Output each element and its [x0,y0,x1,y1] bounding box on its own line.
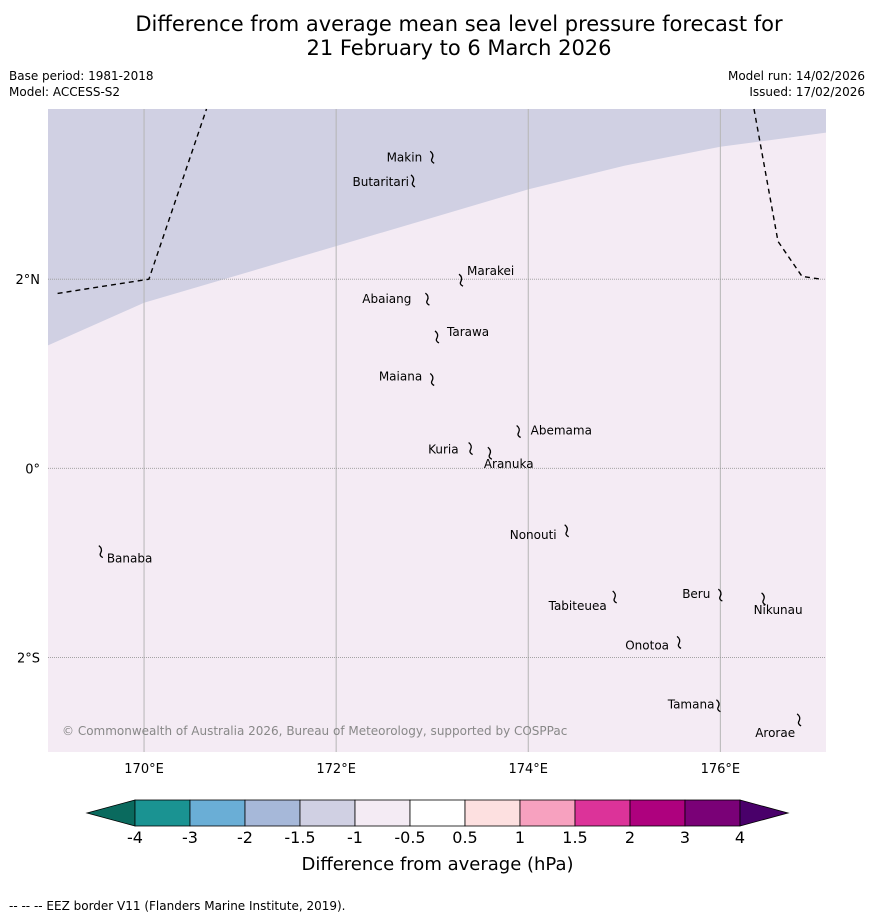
island-outline [98,545,104,559]
place-label: Kuria [428,443,459,457]
place-label: Abaiang [362,292,411,306]
colorbar-swatch [354,799,411,827]
colorbar-label: Difference from average (hPa) [301,854,574,875]
place-label: Tabiteuea [548,599,607,613]
place-label: Tarawa [446,325,489,339]
place-label: Abemama [531,424,592,438]
copyright-notice: © Commonwealth of Australia 2026, Bureau… [62,724,568,738]
colorbar-swatch [409,799,466,827]
model-run: Model run: 14/02/2026 [727,69,865,83]
colorbar-tick-label: 1 [514,828,526,847]
map-layer: 170°E 172°E 174°E 176°E 2°N 0° 2°S Makin Butarit… [16,108,826,777]
island-outline [761,592,766,606]
island-outline [612,590,618,604]
island-outline [564,524,569,538]
place-label: Arorae [755,726,795,740]
colorbar-tick-label: -3 [182,828,198,847]
meta-left: Base period: 1981-2018 Model: ACCESS-S2 [9,68,154,100]
island-outline [429,150,435,164]
place-label: Makin [387,150,423,164]
colorbar-extend-high [739,799,790,827]
lon-tick-label: 170°E [124,762,164,777]
colorbar-swatch [629,799,686,827]
island-outline [424,292,430,306]
meta-right: Model run: 14/02/2026 Issued: 17/02/2026 [728,68,865,100]
colorbar-tick-label: 2 [624,828,636,847]
colorbar-tick-label: -2 [237,828,253,847]
place-label: Nonouti [510,528,557,542]
title-line-2: 21 February to 6 March 2026 [306,36,612,60]
place-label: Banaba [107,552,153,566]
colorbar-tick-label: 1.5 [562,828,588,847]
colorbar-swatch [464,799,521,827]
title-line-1: Difference from average mean sea level p… [135,12,783,36]
island-outline [796,713,802,727]
island-outline [676,635,682,649]
island-outline [516,424,521,439]
island-outline [434,330,440,344]
lat-tick-label: 2°S [17,651,40,666]
model-name: Model: ACCESS-S2 [9,85,121,99]
colorbar-swatch [574,799,631,827]
colorbar-tick-label: -1 [347,828,363,847]
colorbar [85,799,790,827]
place-label: Aranuka [484,457,534,471]
colorbar-swatch [244,799,301,827]
anomaly-field-high [48,109,826,346]
island-outline [429,372,435,387]
chart-title: Difference from average mean sea level p… [0,12,873,60]
colorbar-swatch [684,799,741,827]
lon-tick-label: 172°E [316,762,356,777]
lon-tick-label: 174°E [508,762,548,777]
island-outline [468,442,473,456]
lat-tick-label: 2°N [16,273,41,288]
eez-border [753,108,822,280]
island-outline [717,588,723,602]
colorbar-tick-label: 3 [679,828,691,847]
eez-footnote: -- -- -- EEZ border V11 (Flanders Marine… [9,899,346,913]
place-label: Tamana [667,698,715,712]
place-label: Onotoa [625,638,669,652]
colorbar-extend-low [85,799,136,827]
colorbar-tick-label: -0.5 [394,828,426,847]
island-outline [458,273,464,287]
colorbar-swatch [519,799,576,827]
place-label: Nikunau [754,603,803,617]
island-outline [410,174,416,188]
eez-border [57,108,208,295]
issued-date: Issued: 17/02/2026 [749,85,865,99]
island-outline [716,699,721,713]
lon-tick-label: 176°E [701,762,741,777]
place-label: Beru [682,587,710,601]
colorbar-tick-label: -1.5 [284,828,316,847]
island-outline [487,446,493,460]
colorbar-swatch [299,799,356,827]
colorbar-swatch [189,799,246,827]
colorbar-tick-label: 0.5 [452,828,478,847]
colorbar-tick-label: -4 [127,828,143,847]
place-label: Marakei [467,264,514,278]
place-label: Maiana [379,369,422,383]
colorbar-swatch [134,799,191,827]
lat-tick-label: 0° [25,462,40,477]
colorbar-tick-label: 4 [734,828,746,847]
base-period: Base period: 1981-2018 [9,69,154,83]
place-label: Butaritari [352,175,409,189]
